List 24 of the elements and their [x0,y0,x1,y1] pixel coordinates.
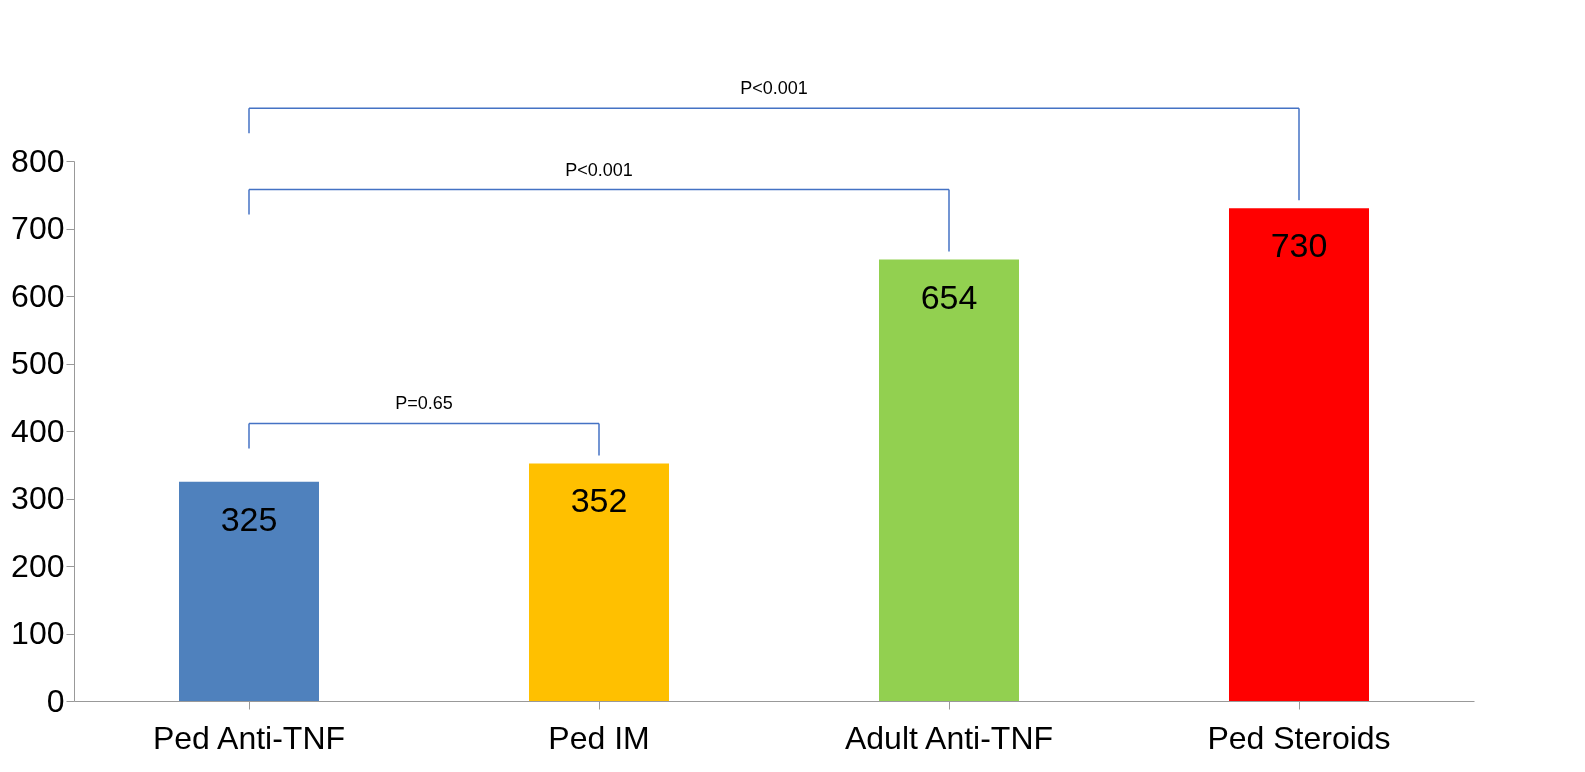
bar [179,481,319,701]
data-label: 730 [1270,226,1328,265]
y-tick-label: 800 [11,142,65,179]
annotation: P=0.65 [395,393,453,414]
data-label: 352 [570,481,628,520]
y-tick-label: 400 [11,412,65,449]
bar [879,259,1019,701]
data-label: 654 [920,277,978,316]
y-tick-label: 200 [11,547,65,584]
x-tick-label: Ped Anti-TNF [152,719,346,756]
bar [529,463,669,701]
y-tick-label: 700 [11,210,65,246]
y-tick-label: 0 [46,682,65,719]
text: P<0.001 [740,78,808,99]
y-tick-label: 500 [11,345,65,381]
bar [1229,208,1369,701]
y-tick-label: 600 [11,277,65,314]
annotation: P<0.001 [565,159,633,180]
x-tick-label: Ped IM [548,719,650,756]
y-tick-label: 300 [11,480,65,516]
x-tick-label: Adult Anti-TNF [844,719,1054,756]
x-tick-label: Ped Steroids [1207,719,1391,756]
data-label: 325 [220,499,278,538]
y-tick-label: 100 [11,615,65,651]
